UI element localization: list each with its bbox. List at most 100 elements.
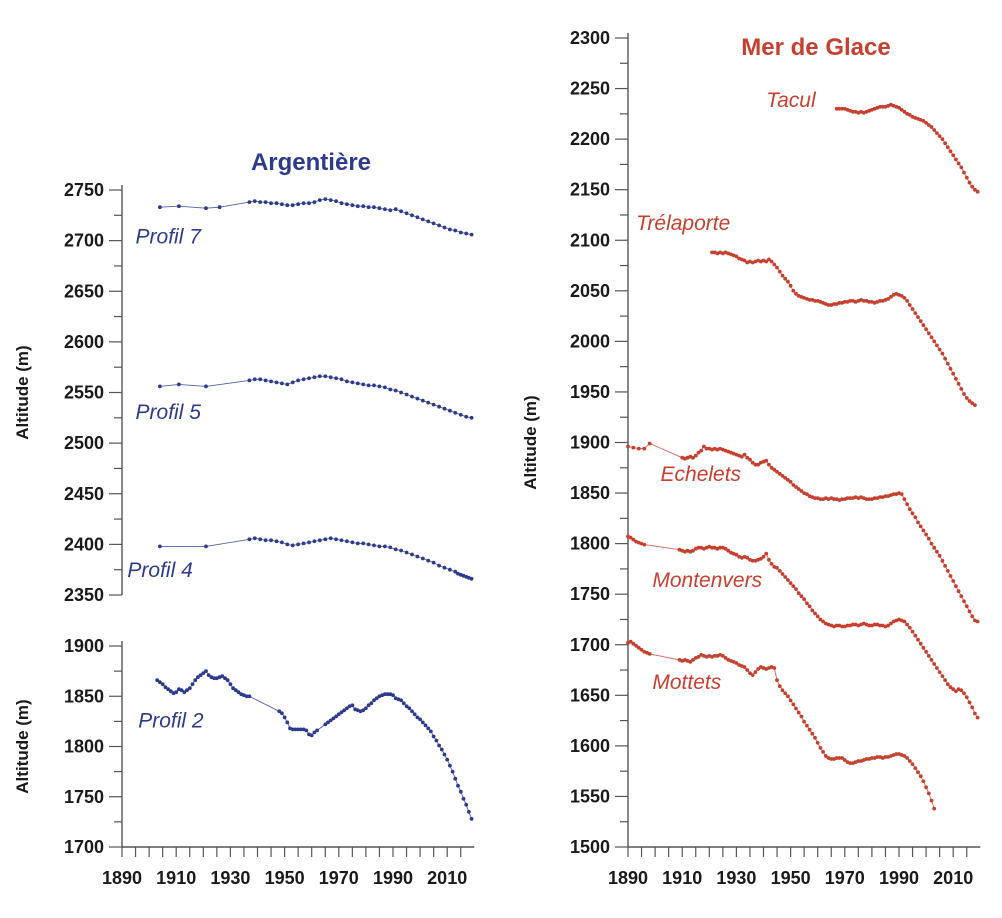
data-point-mottets	[734, 661, 739, 665]
data-point-profil-5	[252, 377, 257, 382]
data-point-tacul	[959, 165, 964, 170]
data-point-montenvers	[794, 587, 798, 591]
data-point-montenvers	[935, 666, 939, 670]
data-point-trelaporte	[886, 297, 891, 301]
data-point-profil-4	[437, 563, 441, 568]
data-point-echelets	[739, 454, 744, 459]
data-point-mottets	[926, 791, 931, 796]
data-point-montenvers	[696, 545, 701, 550]
y-tick-label: 2000	[570, 331, 610, 351]
data-point-profil-5	[383, 385, 387, 390]
data-point-echelets	[772, 467, 777, 472]
data-point-echelets	[699, 448, 704, 453]
data-point-montenvers	[851, 622, 855, 627]
data-point-montenvers	[788, 581, 793, 585]
data-point-trelaporte	[935, 343, 939, 348]
y-tick-label: 2550	[64, 383, 104, 403]
data-point-echelets	[780, 474, 785, 478]
x-tick-label: 1970	[319, 868, 359, 888]
data-point-echelets	[756, 462, 760, 467]
data-point-trelaporte	[916, 315, 920, 319]
series-label-profil-2: Profil 2	[138, 709, 204, 732]
data-point-profil-5	[345, 379, 349, 384]
data-point-trelaporte	[899, 294, 904, 298]
data-point-profil-2	[223, 676, 227, 681]
data-point-profil-2	[431, 734, 436, 739]
data-point-profil-5	[301, 377, 306, 382]
data-point-profil-2	[404, 704, 409, 709]
y-tick-label: 1500	[570, 837, 610, 857]
data-point-profil-4	[350, 540, 355, 545]
series-label-tacul: Tacul	[766, 89, 817, 112]
data-point-tacul	[970, 184, 975, 189]
data-point-profil-4	[307, 540, 311, 545]
data-point-profil-2	[410, 709, 414, 714]
data-point-profil-7	[388, 208, 393, 213]
data-point-profil-4	[274, 539, 279, 544]
data-point-montenvers	[867, 623, 872, 628]
data-point-profil-4	[204, 544, 208, 549]
data-point-trelaporte	[837, 301, 842, 305]
data-point-profil-2	[450, 769, 455, 774]
data-point-echelets	[916, 520, 920, 525]
data-point-profil-7	[247, 200, 252, 205]
data-point-profil-4	[399, 548, 403, 553]
data-point-mottets	[834, 756, 839, 760]
data-point-echelets	[970, 614, 975, 619]
data-point-trelaporte	[848, 299, 853, 303]
data-point-profil-7	[307, 201, 311, 206]
data-point-profil-7	[285, 203, 290, 208]
data-point-profil-7	[274, 201, 279, 206]
data-point-trelaporte	[769, 259, 774, 264]
data-point-echelets	[832, 497, 836, 501]
data-point-tacul	[937, 134, 942, 139]
y-tick-label: 1750	[64, 787, 104, 807]
data-point-mottets	[802, 719, 806, 724]
data-point-trelaporte	[767, 257, 771, 262]
y-tick-label: 1900	[570, 433, 610, 453]
data-point-montenvers	[975, 715, 980, 720]
y-axis-title: Altitude (m)	[13, 699, 32, 793]
data-point-mottets	[756, 667, 760, 671]
data-point-profil-4	[404, 550, 409, 555]
data-point-profil-4	[269, 538, 273, 543]
data-point-profil-7	[258, 200, 263, 205]
data-point-echelets	[932, 545, 937, 550]
data-point-echelets	[926, 536, 931, 541]
data-point-profil-4	[345, 539, 349, 544]
data-point-profil-2	[158, 680, 162, 685]
data-point-echelets	[764, 458, 769, 463]
data-point-profil-5	[366, 383, 371, 388]
data-point-mottets	[723, 656, 728, 660]
data-point-mottets	[856, 759, 861, 763]
data-point-profil-4	[448, 567, 452, 572]
panel-argentiere-1: 1700 1750 1800 1850 1900 Altitude (m) Profil 2	[13, 636, 474, 857]
data-point-trelaporte	[918, 319, 923, 323]
data-point-echelets	[921, 528, 926, 533]
data-point-profil-2	[231, 686, 236, 691]
data-point-montenvers	[791, 584, 796, 588]
data-point-profil-7	[442, 225, 447, 230]
y-tick-label: 2300	[570, 28, 610, 48]
data-point-profil-5	[431, 402, 436, 407]
data-point-profil-7	[339, 201, 344, 206]
data-point-profil-4	[361, 541, 366, 546]
series-echelets: Echelets	[626, 441, 980, 624]
data-point-echelets	[956, 589, 961, 594]
data-point-profil-5	[328, 375, 333, 380]
data-point-trelaporte	[921, 323, 926, 328]
data-point-profil-5	[204, 384, 208, 389]
data-point-profil-2	[350, 703, 355, 708]
data-point-echelets	[818, 497, 823, 501]
data-point-tacul	[897, 105, 901, 110]
data-point-profil-4	[334, 537, 338, 542]
data-point-profil-4	[383, 544, 387, 549]
data-point-mottets	[753, 670, 758, 674]
data-point-profil-7	[469, 232, 474, 237]
data-point-profil-2	[323, 722, 328, 727]
y-tick-label: 2500	[64, 433, 104, 453]
data-point-echelets	[948, 574, 953, 578]
data-point-trelaporte	[794, 291, 798, 296]
data-point-trelaporte	[777, 269, 782, 274]
data-point-mottets	[907, 759, 912, 763]
